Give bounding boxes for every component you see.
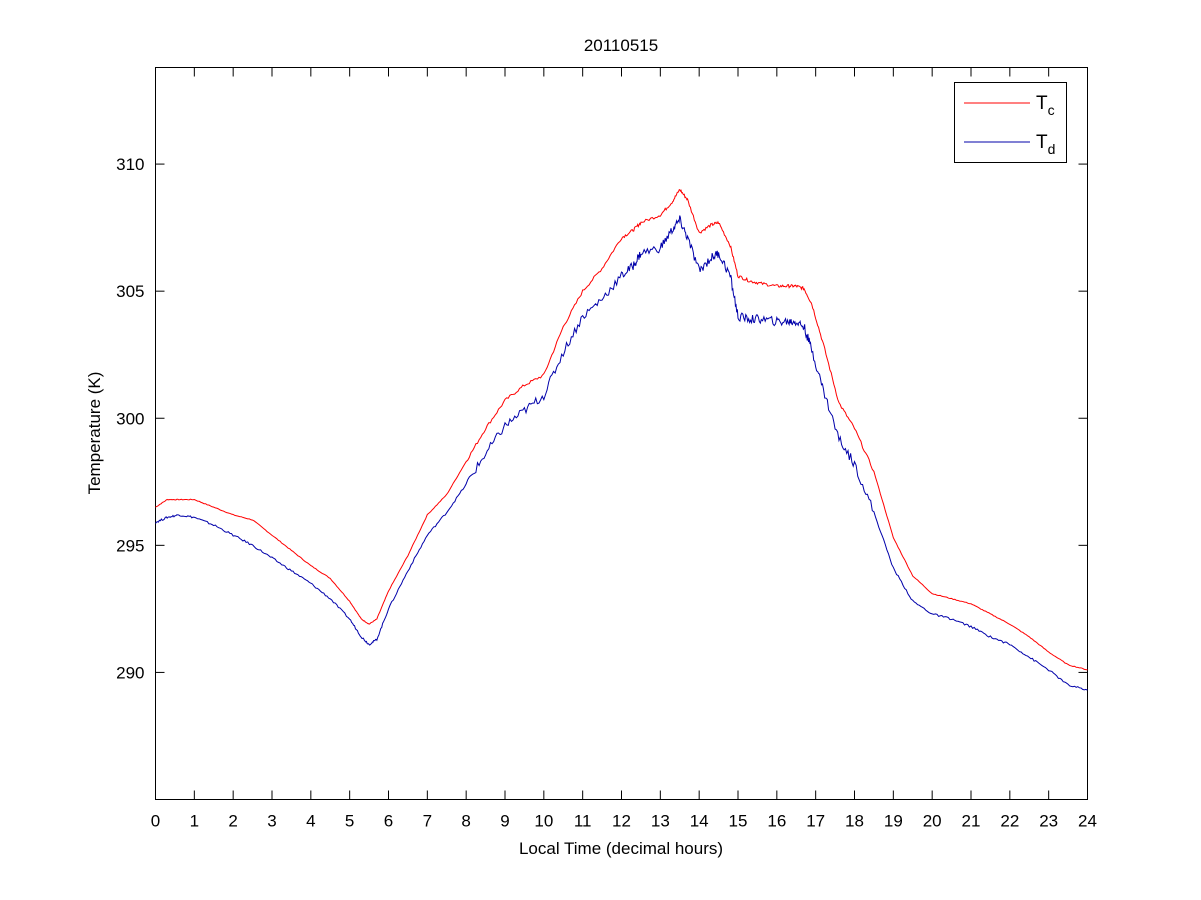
legend-subscript-td: d bbox=[1048, 141, 1056, 157]
y-tick-label: 310 bbox=[116, 155, 144, 174]
x-tick-label: 5 bbox=[345, 812, 354, 831]
series-line-tc bbox=[155, 188, 1088, 671]
x-tick-label: 7 bbox=[423, 812, 432, 831]
x-tick-label: 19 bbox=[884, 812, 903, 831]
chart-title: 20110515 bbox=[584, 36, 658, 55]
x-tick-label: 16 bbox=[767, 812, 786, 831]
x-tick-label: 22 bbox=[1000, 812, 1019, 831]
y-tick-label: 300 bbox=[116, 409, 144, 428]
x-tick-label: 21 bbox=[962, 812, 981, 831]
x-tick-label: 8 bbox=[461, 812, 470, 831]
x-tick-label: 15 bbox=[729, 812, 748, 831]
plot-area: 0 1 2 3 4 5 6 7 8 9 10 11 12 13 14 15 16 17 18 19 20 21 22 23 24… bbox=[116, 67, 1097, 831]
y-axis-label: Temperature (K) bbox=[85, 372, 104, 495]
x-tick-label: 9 bbox=[500, 812, 509, 831]
x-tick-label: 2 bbox=[228, 812, 237, 831]
legend-label-tc: Tc bbox=[1036, 93, 1055, 118]
y-tick-label: 290 bbox=[116, 663, 144, 682]
x-tick-label: 23 bbox=[1039, 812, 1058, 831]
x-axis-label: Local Time (decimal hours) bbox=[519, 839, 723, 858]
x-tick-label: 0 bbox=[151, 812, 160, 831]
x-tick-label: 17 bbox=[806, 812, 825, 831]
legend-box bbox=[954, 82, 1067, 163]
x-tick-label: 14 bbox=[690, 812, 709, 831]
x-tick-label: 6 bbox=[384, 812, 393, 831]
tick-layer: 0 1 2 3 4 5 6 7 8 9 10 11 12 13 14 15 16 17 18 19 20 21 22 23 24… bbox=[116, 67, 1097, 831]
x-tick-label: 11 bbox=[574, 812, 592, 831]
x-tick-label: 4 bbox=[306, 812, 315, 831]
x-tick-label: 12 bbox=[612, 812, 631, 831]
x-tick-label: 13 bbox=[651, 812, 670, 831]
x-tick-label: 18 bbox=[845, 812, 864, 831]
x-tick-label: 3 bbox=[267, 812, 276, 831]
y-tick-label: 295 bbox=[116, 536, 144, 555]
legend: Tc Td bbox=[954, 82, 1067, 163]
x-tick-label: 1 bbox=[190, 812, 199, 831]
x-tick-label: 10 bbox=[534, 812, 553, 831]
legend-label-td: Td bbox=[1036, 132, 1055, 157]
legend-subscript-tc: c bbox=[1048, 102, 1055, 118]
x-tick-label: 20 bbox=[923, 812, 942, 831]
series-line-td bbox=[155, 215, 1088, 691]
x-tick-label: 24 bbox=[1078, 812, 1097, 831]
series-layer bbox=[155, 188, 1088, 691]
plot-frame bbox=[155, 67, 1088, 800]
y-tick-label: 305 bbox=[116, 282, 144, 301]
